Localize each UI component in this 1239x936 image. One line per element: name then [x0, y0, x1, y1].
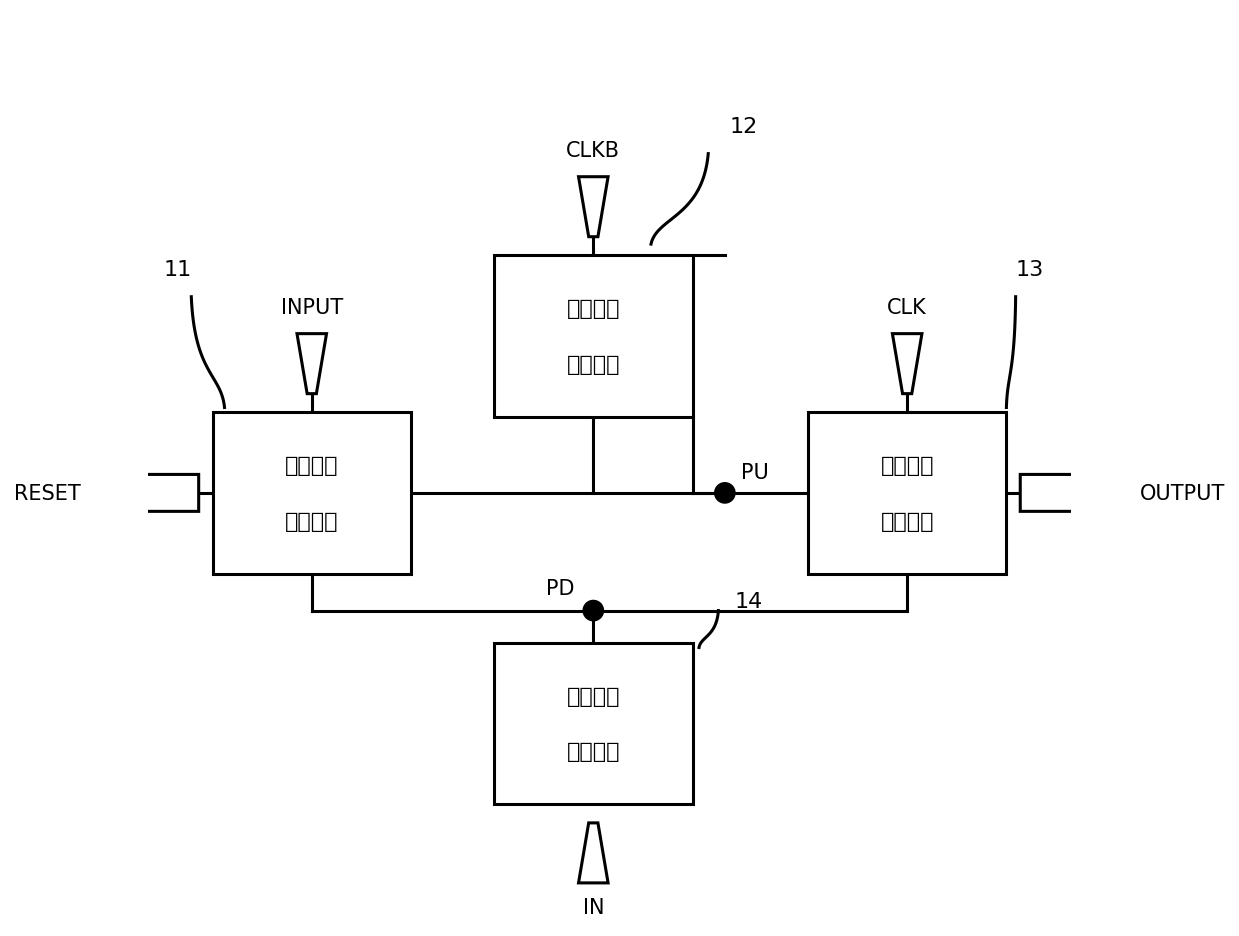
- Polygon shape: [118, 475, 198, 512]
- Text: CLK: CLK: [887, 298, 927, 317]
- Text: OUTPUT: OUTPUT: [1140, 483, 1225, 504]
- Circle shape: [584, 601, 603, 622]
- Text: 13: 13: [1015, 260, 1043, 280]
- Polygon shape: [1020, 475, 1101, 512]
- Bar: [213, 413, 411, 574]
- Text: 11: 11: [164, 260, 192, 280]
- Text: 12: 12: [730, 117, 758, 137]
- Text: 控制单元: 控制单元: [566, 354, 620, 374]
- Bar: [494, 256, 693, 417]
- Text: 阈值电压: 阈值电压: [566, 686, 620, 707]
- Text: 输出单元: 输出单元: [881, 511, 934, 531]
- Text: CLKB: CLKB: [566, 141, 621, 161]
- Bar: [494, 643, 693, 805]
- Text: PU: PU: [741, 462, 769, 482]
- Text: 栅极信号: 栅极信号: [881, 456, 934, 475]
- Polygon shape: [297, 334, 327, 394]
- Text: IN: IN: [582, 897, 605, 916]
- Text: PD: PD: [546, 578, 575, 598]
- Text: INPUT: INPUT: [281, 298, 343, 317]
- Text: RESET: RESET: [14, 483, 81, 504]
- Polygon shape: [892, 334, 922, 394]
- Text: 下拉节点: 下拉节点: [566, 299, 620, 319]
- Circle shape: [715, 483, 735, 504]
- Text: 控制单元: 控制单元: [285, 511, 338, 531]
- Text: 14: 14: [733, 592, 762, 612]
- Polygon shape: [579, 823, 608, 883]
- Polygon shape: [579, 178, 608, 238]
- Bar: [808, 413, 1006, 574]
- Text: 控制单元: 控制单元: [566, 741, 620, 762]
- Text: 上拉节点: 上拉节点: [285, 456, 338, 475]
